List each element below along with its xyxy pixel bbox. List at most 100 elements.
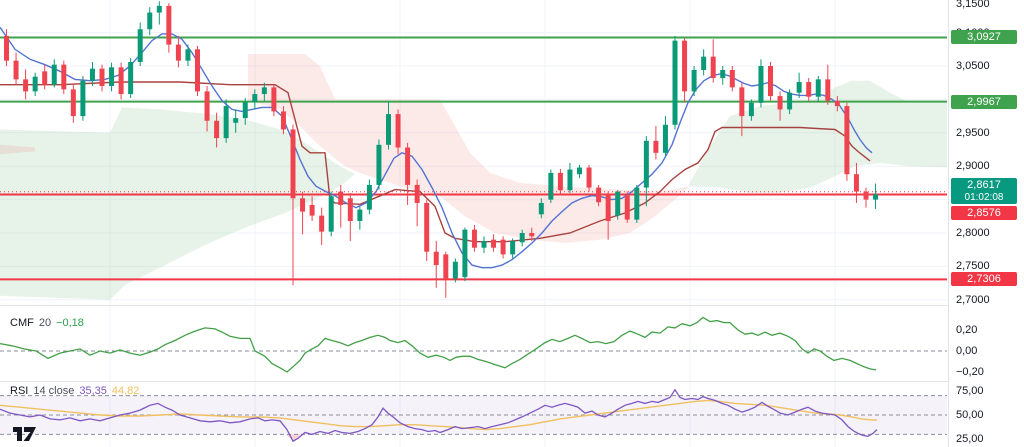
axis-price-label: 50,00 — [956, 409, 984, 421]
candle-body — [481, 241, 487, 248]
candle-body — [376, 144, 382, 185]
candle-body — [405, 147, 411, 185]
candle-body — [233, 118, 239, 123]
candle-body — [366, 184, 372, 210]
candle-body — [214, 120, 220, 139]
candle-body — [175, 44, 181, 61]
candle-body — [347, 198, 353, 221]
candle-body — [42, 71, 48, 85]
candle-body — [806, 82, 812, 97]
candle-body — [414, 184, 420, 203]
candle-body — [777, 96, 783, 110]
axis-price-label: 75,00 — [956, 384, 984, 397]
axis-price-label: 25,00 — [956, 433, 984, 446]
candle-body — [80, 80, 86, 117]
candle-body — [424, 202, 430, 252]
candle-body — [300, 198, 306, 212]
candle-body — [567, 169, 573, 191]
candle-body — [787, 92, 793, 110]
candle-body — [796, 82, 802, 93]
candle-body — [615, 191, 621, 216]
price-badge-teal: 2,8617 01:02:08 — [951, 178, 1017, 204]
candle-body — [13, 60, 19, 80]
candle-body — [577, 167, 582, 175]
candle-body — [223, 106, 229, 139]
ichimoku-base-line — [0, 81, 871, 243]
candle-body — [748, 102, 754, 117]
candle-body — [691, 70, 697, 92]
candle-body — [280, 111, 286, 130]
candle-body — [309, 204, 315, 216]
candle-body — [853, 174, 859, 192]
candle-body — [32, 76, 38, 92]
candle-body — [825, 79, 831, 101]
candle-body — [729, 70, 735, 88]
candle-body — [873, 194, 879, 200]
candle-body — [252, 94, 258, 103]
cmf-line — [0, 316, 877, 373]
candle-body — [682, 40, 688, 92]
price-badge-green: 2,9967 — [951, 95, 1017, 109]
candle-body — [319, 215, 325, 232]
axis-price-label: −0,20 — [956, 366, 984, 378]
candle-body — [128, 61, 134, 95]
cmf-legend-title: CMF — [10, 317, 34, 329]
bar-close-countdown: 01:02:08 — [964, 192, 1004, 203]
candle-body — [519, 233, 525, 243]
candle-body — [834, 100, 840, 107]
candle-body — [462, 229, 468, 278]
ichimoku-cloud-red — [0, 144, 35, 155]
candle-body — [156, 5, 162, 13]
candle-body — [643, 140, 649, 188]
rsi-legend[interactable]: RSI 14 close 35,35 44,82 — [10, 385, 144, 397]
candle-body — [195, 49, 200, 92]
candle-body — [863, 191, 869, 200]
rsi-line — [0, 388, 878, 443]
candle-body — [433, 251, 439, 266]
candle-body — [137, 29, 143, 62]
candle-body — [357, 209, 363, 221]
axis-price-label: 3,0500 — [956, 60, 990, 72]
tradingview-logo[interactable] — [12, 425, 38, 443]
candle-body — [491, 239, 497, 248]
candle-body — [338, 191, 344, 205]
pane-separator-main-cmf[interactable] — [0, 305, 1024, 306]
candle-body — [109, 67, 115, 87]
price-axis[interactable]: 3,15003,10003,05002,95002,90002,80002,75… — [948, 0, 1024, 447]
price-chart-canvas[interactable] — [0, 0, 948, 447]
rsi-ma-legend-value: 44,82 — [111, 385, 140, 397]
candle-body — [242, 102, 248, 119]
candle-body — [720, 70, 726, 79]
axis-price-label: 2,7500 — [956, 260, 990, 273]
candle-body — [710, 56, 716, 79]
pane-separator-cmf-rsi[interactable] — [0, 381, 1024, 382]
candle-body — [89, 68, 95, 81]
candle-body — [271, 87, 277, 112]
candle-body — [51, 64, 57, 85]
candle-body — [118, 67, 124, 95]
candle-body — [99, 68, 105, 87]
candle-body — [290, 129, 296, 199]
candle-body — [596, 187, 602, 203]
candle-body — [23, 79, 29, 92]
rsi-legend-title: RSI — [10, 385, 29, 397]
ichimoku-cloud-green — [0, 107, 355, 300]
candle-body — [4, 35, 9, 61]
candle-body — [768, 66, 773, 97]
candle-body — [471, 229, 477, 248]
price-badge-red: 2,8576 — [951, 206, 1017, 220]
rsi-ma-line — [0, 399, 878, 431]
cmf-legend[interactable]: CMF 20 −0,18 — [10, 317, 89, 329]
candle-body — [634, 187, 640, 220]
axis-price-label: 3,1500 — [956, 0, 990, 10]
rsi-legend-value: 35,35 — [79, 385, 107, 397]
candle-body — [672, 40, 678, 125]
axis-price-label: 0,20 — [956, 324, 978, 336]
candle-body — [328, 196, 334, 232]
candle-body — [185, 49, 191, 61]
candle-body — [386, 114, 391, 145]
candle-body — [500, 239, 506, 255]
axis-price-label: 2,7000 — [956, 293, 990, 306]
cmf-legend-param: 20 — [38, 317, 52, 329]
